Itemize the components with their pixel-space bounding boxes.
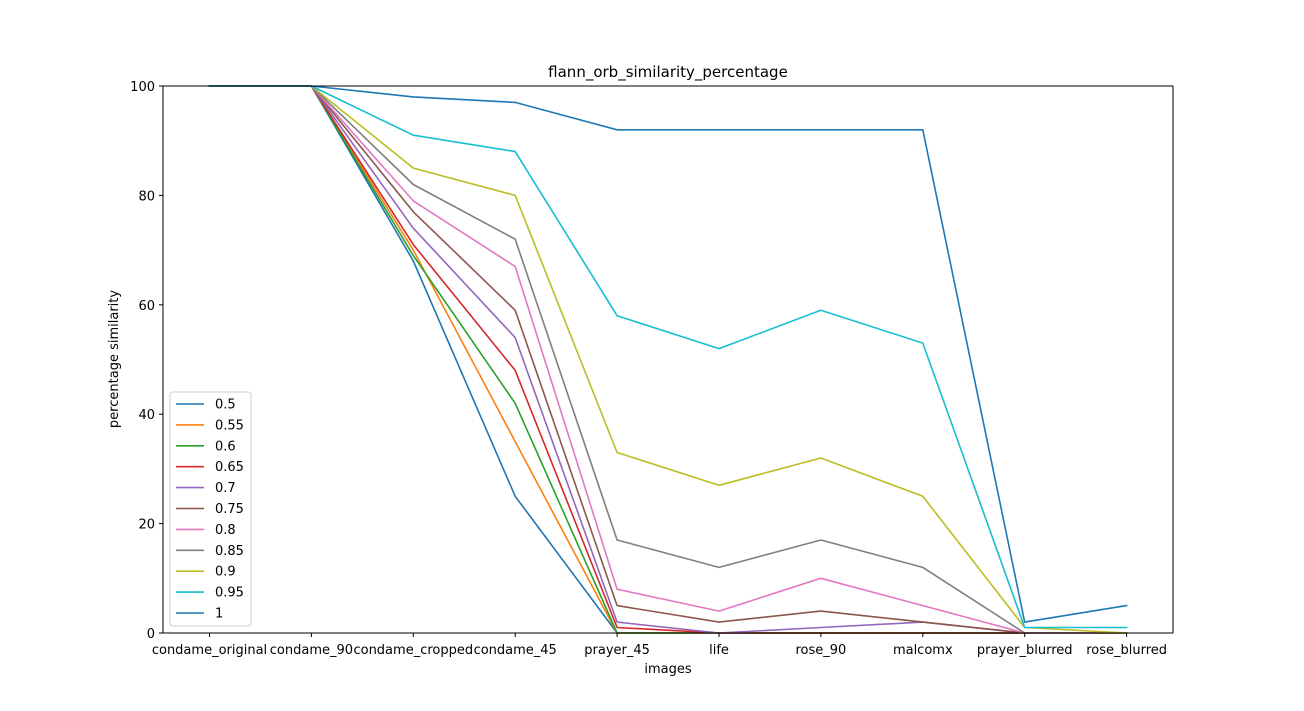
x-tick-label: prayer_blurred — [977, 643, 1073, 658]
y-tick-label: 0 — [147, 627, 155, 642]
legend-label: 0.7 — [215, 481, 236, 496]
y-tick-label: 100 — [130, 80, 155, 95]
series-line-0.75 — [208, 85, 1128, 634]
legend-frame — [169, 391, 252, 627]
legend-label: 0.9 — [215, 565, 236, 580]
legend-label: 0.8 — [215, 523, 236, 538]
x-tick-label: malcomx — [893, 643, 953, 658]
x-axis-label: images — [644, 662, 691, 677]
x-tick-label: prayer_45 — [584, 643, 650, 658]
series-line-1 — [208, 85, 1128, 623]
legend-label: 0.5 — [215, 398, 236, 413]
x-tick-label: rose_blurred — [1086, 643, 1167, 658]
series-line-0.85 — [208, 85, 1128, 634]
legend-label: 0.55 — [215, 418, 244, 433]
x-axis: condame_original condame_90 condame_croppe… — [152, 633, 1167, 658]
x-tick-label: life — [709, 643, 729, 658]
plot-area-frame — [162, 85, 1174, 634]
x-tick-label: rose_90 — [795, 643, 846, 658]
y-axis-label: percentage similarity — [107, 290, 122, 428]
x-tick-label: condame_45 — [474, 643, 557, 658]
legend-label: 0.6 — [215, 439, 236, 454]
legend-label: 0.95 — [215, 586, 244, 601]
x-tick-label: condame_cropped — [353, 643, 473, 658]
legend-label: 0.75 — [215, 502, 244, 517]
series-line-0.9 — [208, 85, 1128, 634]
legend-label: 1 — [215, 607, 223, 622]
legend-label: 0.85 — [215, 544, 244, 559]
series-line-0.8 — [208, 85, 1128, 634]
y-tick-label: 40 — [138, 408, 155, 423]
x-tick-label: condame_90 — [270, 643, 353, 658]
y-tick-label: 20 — [138, 518, 155, 533]
chart-title: flann_orb_similarity_percentage — [548, 63, 788, 82]
y-axis: 0 20 40 60 80 100 — [130, 80, 163, 642]
y-tick-label: 80 — [138, 189, 155, 204]
y-tick-label: 60 — [138, 299, 155, 314]
series-line-0.95 — [208, 85, 1128, 629]
legend: 0.5 0.55 0.6 0.65 0.7 0.75 0.8 0.85 0.9 0.95 1 — [169, 391, 252, 627]
x-tick-label: condame_original — [152, 643, 267, 658]
legend-label: 0.65 — [215, 460, 244, 475]
